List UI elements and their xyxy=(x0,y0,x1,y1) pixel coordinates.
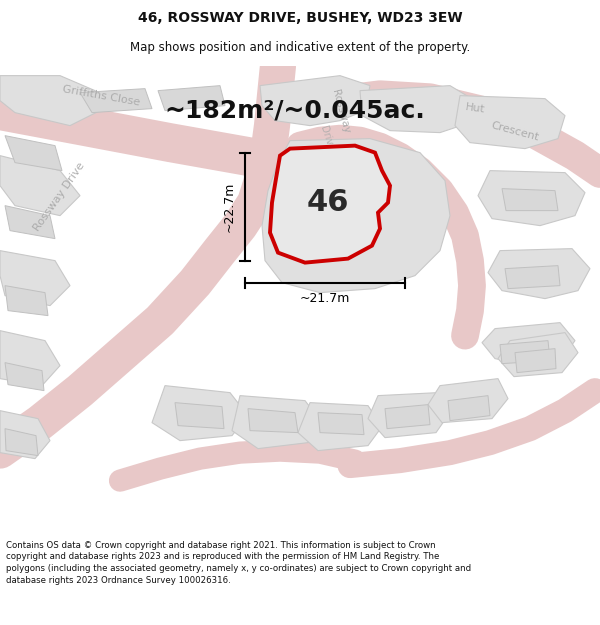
Text: Map shows position and indicative extent of the property.: Map shows position and indicative extent… xyxy=(130,41,470,54)
Text: Hut: Hut xyxy=(465,102,486,114)
Polygon shape xyxy=(368,392,450,438)
Polygon shape xyxy=(158,86,225,111)
Polygon shape xyxy=(500,341,550,364)
Polygon shape xyxy=(175,402,224,429)
Polygon shape xyxy=(232,396,322,449)
Polygon shape xyxy=(0,251,70,306)
Polygon shape xyxy=(0,76,100,126)
Text: Rossway: Rossway xyxy=(330,89,352,134)
Polygon shape xyxy=(482,322,575,366)
Text: Rossway: Rossway xyxy=(306,111,329,154)
Polygon shape xyxy=(0,156,80,216)
Text: ~22.7m: ~22.7m xyxy=(223,181,235,232)
Polygon shape xyxy=(0,331,60,386)
Polygon shape xyxy=(5,136,62,171)
Polygon shape xyxy=(80,89,152,112)
Polygon shape xyxy=(260,76,370,126)
Polygon shape xyxy=(385,404,430,429)
Text: Griffiths Close: Griffiths Close xyxy=(62,84,141,107)
Text: Rossway Drive: Rossway Drive xyxy=(32,160,87,232)
Text: Drive: Drive xyxy=(348,98,365,128)
Polygon shape xyxy=(298,402,382,451)
Polygon shape xyxy=(5,362,44,391)
Text: Crescent: Crescent xyxy=(490,120,540,142)
Polygon shape xyxy=(5,206,55,239)
Text: 46: 46 xyxy=(307,188,349,217)
Polygon shape xyxy=(505,266,560,289)
Polygon shape xyxy=(360,86,475,132)
Text: ~21.7m: ~21.7m xyxy=(300,292,350,305)
Polygon shape xyxy=(488,249,590,299)
Polygon shape xyxy=(248,409,298,432)
Polygon shape xyxy=(498,332,578,377)
Polygon shape xyxy=(0,411,50,459)
Text: Contains OS data © Crown copyright and database right 2021. This information is : Contains OS data © Crown copyright and d… xyxy=(6,541,471,585)
Polygon shape xyxy=(318,412,364,434)
Polygon shape xyxy=(502,189,558,211)
Polygon shape xyxy=(5,429,38,456)
Polygon shape xyxy=(152,386,248,441)
Text: Drive: Drive xyxy=(318,125,335,152)
Polygon shape xyxy=(478,171,585,226)
Polygon shape xyxy=(5,286,48,316)
Polygon shape xyxy=(262,139,450,292)
Polygon shape xyxy=(455,96,565,149)
Polygon shape xyxy=(428,379,508,423)
Polygon shape xyxy=(448,396,490,421)
Polygon shape xyxy=(270,146,390,262)
Polygon shape xyxy=(515,349,556,372)
Text: ~182m²/~0.045ac.: ~182m²/~0.045ac. xyxy=(164,99,425,122)
Text: 46, ROSSWAY DRIVE, BUSHEY, WD23 3EW: 46, ROSSWAY DRIVE, BUSHEY, WD23 3EW xyxy=(137,11,463,26)
